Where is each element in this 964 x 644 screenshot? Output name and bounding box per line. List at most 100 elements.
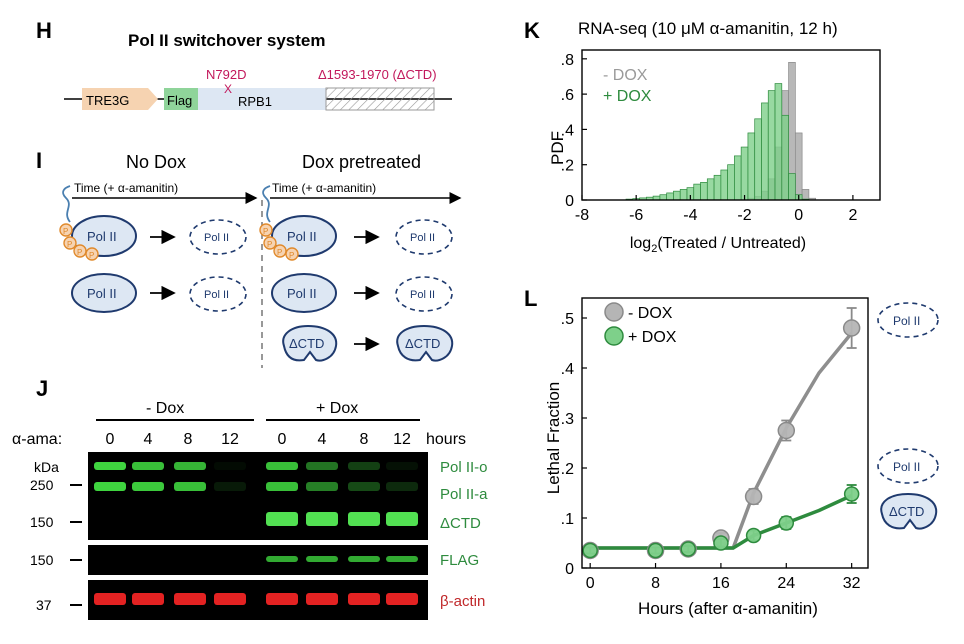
dox-pretreated-label: Dox pretreated bbox=[302, 152, 421, 172]
x-tick-label: 0 bbox=[586, 575, 595, 592]
dctd-label: ΔCTD bbox=[289, 336, 324, 351]
band-pol2-a bbox=[174, 482, 206, 491]
hours-label: hours bbox=[426, 431, 466, 448]
panel-letter-l: L bbox=[524, 286, 537, 311]
rpb1-label: RPB1 bbox=[238, 94, 272, 109]
histogram-bar bbox=[767, 90, 776, 201]
pol2-label: Pol II bbox=[287, 229, 317, 244]
band-pol2-a bbox=[94, 482, 126, 491]
data-point bbox=[745, 527, 762, 544]
histogram-bar bbox=[740, 146, 749, 201]
pol2-label: Pol II bbox=[410, 232, 435, 244]
histogram-bar bbox=[720, 169, 728, 201]
band-label-flag: FLAG bbox=[440, 552, 479, 569]
y-tick-label: .6 bbox=[561, 87, 574, 104]
panel-j: J - Dox + Dox α-ama: 0 4 8 12 0 4 8 12 hours kD… bbox=[12, 376, 488, 620]
svg-text:P: P bbox=[77, 248, 82, 257]
band-actin bbox=[94, 593, 126, 605]
pol2-degraded-icon bbox=[877, 302, 939, 338]
panel-letter-j: J bbox=[36, 376, 48, 401]
chart-k-frame bbox=[581, 49, 881, 201]
band-label-pol2-o: Pol II-o bbox=[440, 459, 488, 476]
histogram-bar bbox=[659, 194, 668, 201]
band-actin bbox=[214, 593, 246, 605]
phospho-group-left: P P P P bbox=[59, 223, 99, 261]
band-dctd bbox=[266, 512, 298, 526]
mutation-mark: X bbox=[224, 82, 232, 96]
ama-label: α-ama: bbox=[12, 431, 62, 448]
legend-k-minus-dox: - DOX bbox=[603, 67, 648, 84]
band-label-dctd: ΔCTD bbox=[440, 515, 481, 532]
flag-label: Flag bbox=[167, 93, 192, 108]
x-tick-label: 32 bbox=[843, 575, 861, 592]
no-dox-label: No Dox bbox=[126, 152, 186, 172]
histogram-bar bbox=[781, 114, 789, 201]
histogram-bar bbox=[734, 155, 742, 201]
x-tick-label: 0 bbox=[794, 207, 803, 224]
band-flag bbox=[266, 556, 298, 562]
svg-text:P: P bbox=[63, 227, 68, 236]
band-pol2-o bbox=[174, 462, 206, 470]
tre3g-promoter bbox=[82, 88, 158, 110]
chart-l-frame bbox=[581, 297, 869, 569]
band-label-actin: β-actin bbox=[440, 593, 485, 610]
x-tick-label: 2 bbox=[848, 207, 857, 224]
y-tick-label: .2 bbox=[561, 461, 574, 478]
data-point bbox=[582, 542, 598, 559]
band-dctd bbox=[386, 512, 418, 526]
chart-k-xlabel: log2(Treated / Untreated) bbox=[630, 235, 806, 255]
pol2-degraded bbox=[189, 219, 247, 255]
lane-label: 0 bbox=[278, 431, 287, 448]
y-tick-label: 0 bbox=[565, 193, 574, 210]
lane-label: 12 bbox=[393, 431, 411, 448]
tre3g-label: TRE3G bbox=[86, 93, 129, 108]
dctd-label: ΔCTD bbox=[889, 504, 924, 519]
ctd-tail-icon bbox=[262, 185, 271, 223]
band-pol2-a bbox=[132, 482, 164, 491]
pol2-label: Pol II bbox=[287, 286, 317, 301]
panel-i: I No Dox Dox pretreated Time (+ α-amanit… bbox=[36, 148, 462, 368]
pol2-degraded bbox=[395, 276, 453, 312]
pol2-label: Pol II bbox=[204, 289, 229, 301]
x-tick-label: -6 bbox=[629, 207, 643, 224]
dctd-after bbox=[396, 324, 454, 362]
mw-marker: 37 bbox=[36, 597, 52, 613]
data-point bbox=[713, 535, 729, 551]
pol2-label: Pol II bbox=[87, 229, 117, 244]
histogram-bar bbox=[706, 178, 715, 201]
histogram-bar bbox=[666, 192, 674, 201]
x-tick-label: 16 bbox=[712, 575, 730, 592]
band-label-pol2-a: Pol II-a bbox=[440, 486, 488, 503]
fit-line bbox=[590, 493, 853, 550]
dctd-before bbox=[282, 324, 338, 362]
rpb1-box bbox=[198, 88, 326, 110]
x-tick-label: 8 bbox=[651, 575, 660, 592]
lane-label: 8 bbox=[360, 431, 369, 448]
lane-label: 8 bbox=[184, 431, 193, 448]
svg-text:P: P bbox=[267, 240, 272, 249]
pol2-label: Pol II bbox=[87, 286, 117, 301]
histogram-bar bbox=[761, 102, 769, 201]
svg-text:P: P bbox=[67, 240, 72, 249]
panel-l: L Lethal Fraction Hours (after α-amaniti… bbox=[524, 286, 939, 618]
y-tick-label: 0 bbox=[565, 561, 574, 578]
y-tick-label: .4 bbox=[561, 122, 574, 139]
chart-k-axes: -8 -6 -4 -2 0 2 0 .2 .4 .6 .8 bbox=[561, 52, 858, 224]
band-pol2-o bbox=[214, 462, 246, 470]
band-pol2-o bbox=[306, 462, 338, 470]
band-pol2-a bbox=[266, 482, 298, 491]
x-tick-label: -4 bbox=[683, 207, 697, 224]
ctd-deletion-box bbox=[325, 87, 435, 111]
legend-l-minus-dox-marker bbox=[604, 302, 624, 322]
band-pol2-o bbox=[348, 462, 380, 470]
blot-bands bbox=[94, 462, 418, 605]
y-tick-label: .2 bbox=[561, 158, 574, 175]
y-tick-label: .1 bbox=[561, 511, 574, 528]
histogram-bar bbox=[693, 183, 701, 201]
pol2-hypo-left bbox=[71, 273, 137, 313]
histogram-bar bbox=[801, 189, 810, 201]
x-tick-label: -2 bbox=[737, 207, 751, 224]
band-actin bbox=[174, 593, 206, 605]
data-point bbox=[777, 421, 796, 440]
